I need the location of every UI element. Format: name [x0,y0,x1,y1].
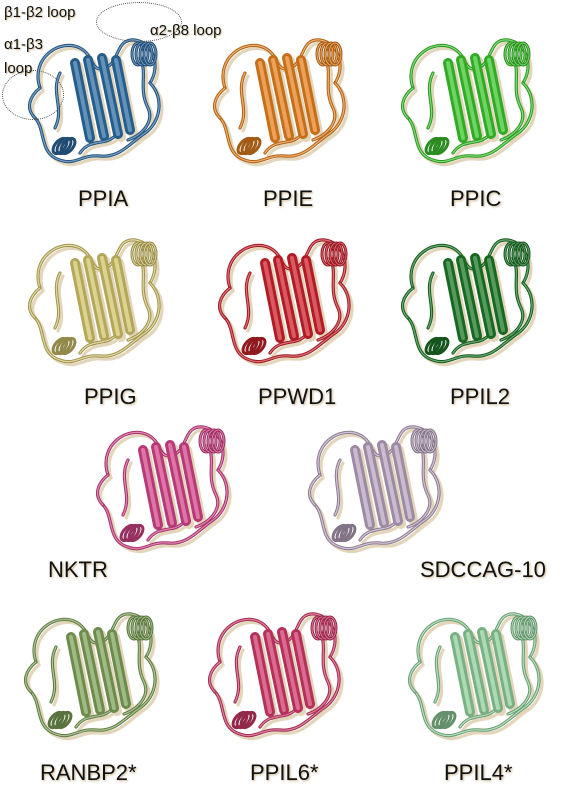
alpha-helix [198,428,226,454]
structure-ppil4 [400,592,560,752]
ribbon-body [212,38,346,164]
alpha-helix [510,615,538,641]
alpha-helix [320,241,348,267]
structure-ppie [205,18,365,178]
label-nktr: NKTR [48,557,108,582]
structure-ppil2 [393,218,553,378]
structure-sdccag10 [300,405,460,565]
ribbon-structure [307,425,444,554]
alpha-helix [331,523,357,543]
ribbon-structure [27,238,164,367]
structure-ppwd1 [210,218,370,378]
alpha-helix [130,41,158,67]
b1b2-loop-outline [96,2,182,42]
ribbon-structure [212,38,349,167]
ribbon-body [400,238,534,364]
ribbon-body [95,425,229,551]
ribbon-body [217,238,351,364]
label-ppic: PPIC [450,186,502,211]
a1b3-loop-outline [2,70,64,120]
ribbon-body [27,238,161,364]
label-ppil4: PPIL4* [444,760,513,785]
ribbon-structure [23,612,160,741]
label-ppil6: PPIL6* [250,760,319,785]
ribbon-body [407,612,541,738]
structure-ppig [20,218,180,378]
ribbon-body [307,425,441,551]
ribbon-structure [95,425,232,554]
ribbon-body [400,38,534,164]
alpha-helix [51,136,77,156]
annotation-b1b2-loop: β1-β2 loop [4,4,76,21]
structure-nktr [88,405,248,565]
alpha-helix [231,710,257,730]
alpha-helix [503,41,531,67]
alpha-helix [241,336,267,356]
label-ppwd1: PPWD1 [258,384,337,409]
ribbon-structure [217,238,354,367]
ribbon-body [207,612,341,738]
ribbon-structure [27,38,164,167]
structure-ranbp2 [16,592,176,752]
annotation-a2b8-loop: α2-β8 loop [150,22,222,39]
annotation-a1b3-loop-line1: α1-β3 [4,36,43,53]
label-ppig: PPIG [84,384,137,409]
label-ppia: PPIA [78,186,129,211]
alpha-helix [51,336,77,356]
structure-ppil6 [200,592,360,752]
structure-ppic [393,18,553,178]
alpha-helix [424,136,450,156]
ribbon-structure [400,38,537,167]
alpha-helix [424,336,450,356]
label-sdccag10: SDCCAG-10 [420,557,546,582]
alpha-helix [310,615,338,641]
alpha-helix [126,615,154,641]
annotation-a1b3-loop-line2: loop [4,60,33,77]
label-ranbp2: RANBP2* [40,760,137,785]
ribbon-structure [207,612,344,741]
ribbon-body [27,38,161,164]
alpha-helix [503,241,531,267]
structure-ppia [20,18,180,178]
ribbon-structure [407,612,544,741]
label-ppie: PPIE [263,186,314,211]
alpha-helix [47,710,73,730]
alpha-helix [130,241,158,267]
alpha-helix [236,136,262,156]
alpha-helix [410,428,438,454]
ribbon-body [23,612,157,738]
ribbon-structure [400,238,537,367]
label-ppil2: PPIL2 [450,384,510,409]
alpha-helix [431,710,457,730]
alpha-helix [315,41,343,67]
alpha-helix [119,523,145,543]
